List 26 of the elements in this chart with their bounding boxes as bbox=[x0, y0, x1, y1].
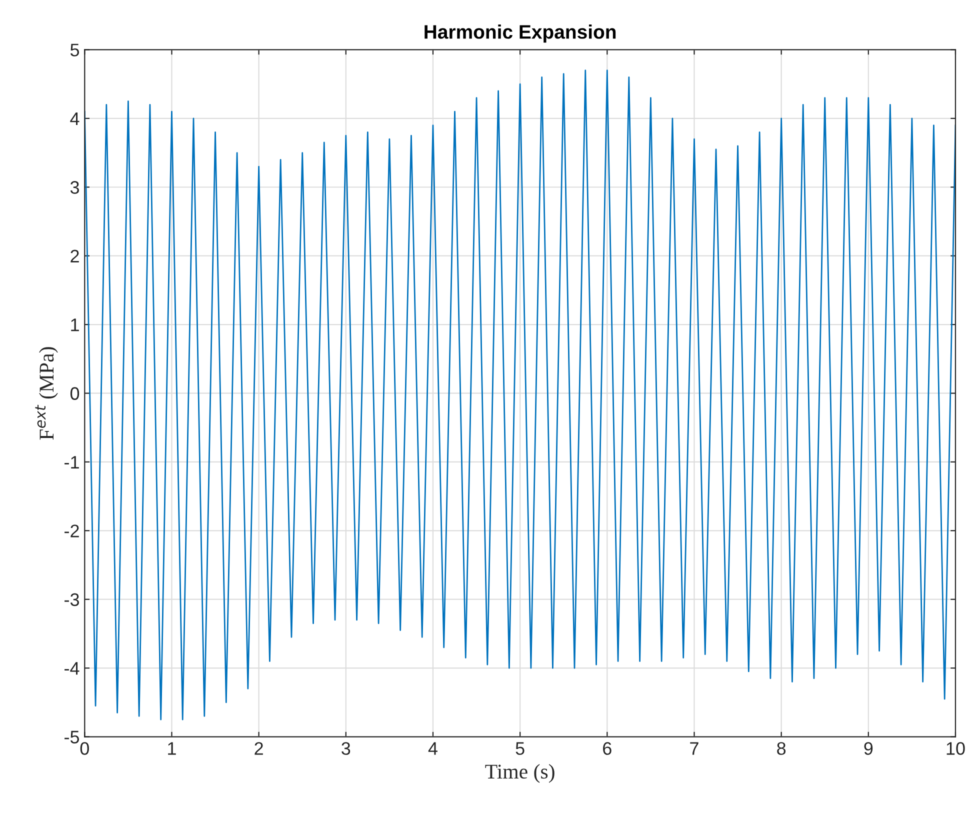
x-tick-label: 9 bbox=[864, 742, 873, 755]
x-tick-label: 1 bbox=[168, 742, 176, 755]
x-tick-label: 5 bbox=[516, 742, 524, 755]
x-axis-title: Time (s) bbox=[485, 764, 554, 783]
line-series bbox=[84, 70, 956, 720]
x-tick-label: 3 bbox=[342, 742, 350, 755]
y-tick-label: 5 bbox=[70, 44, 80, 56]
y-tick-label: 2 bbox=[70, 250, 79, 262]
y-tick-label: 1 bbox=[71, 318, 79, 332]
y-axis-title: F$^{ext}$ (MPa) bbox=[35, 347, 58, 440]
x-tick-label: 8 bbox=[777, 742, 786, 755]
y-tick-label: -1 bbox=[64, 456, 79, 468]
y-tick-label: 0 bbox=[70, 387, 80, 400]
y-tick-label: -5 bbox=[64, 730, 80, 744]
x-tick-label: 4 bbox=[428, 742, 438, 755]
x-tick-label: 6 bbox=[603, 742, 612, 755]
y-tick-label: -2 bbox=[64, 524, 79, 538]
y-tick-label: 4 bbox=[70, 112, 80, 125]
x-tick-label: 10 bbox=[946, 742, 965, 755]
x-tick-label: 7 bbox=[690, 742, 698, 755]
x-tick-label: 2 bbox=[254, 742, 263, 755]
x-tick-label: 0 bbox=[80, 742, 89, 755]
y-tick-label: -3 bbox=[64, 593, 79, 606]
y-tick-label: 3 bbox=[70, 181, 79, 194]
chart-title: Harmonic Expansion bbox=[424, 24, 616, 43]
y-tick-label: -4 bbox=[64, 662, 80, 675]
